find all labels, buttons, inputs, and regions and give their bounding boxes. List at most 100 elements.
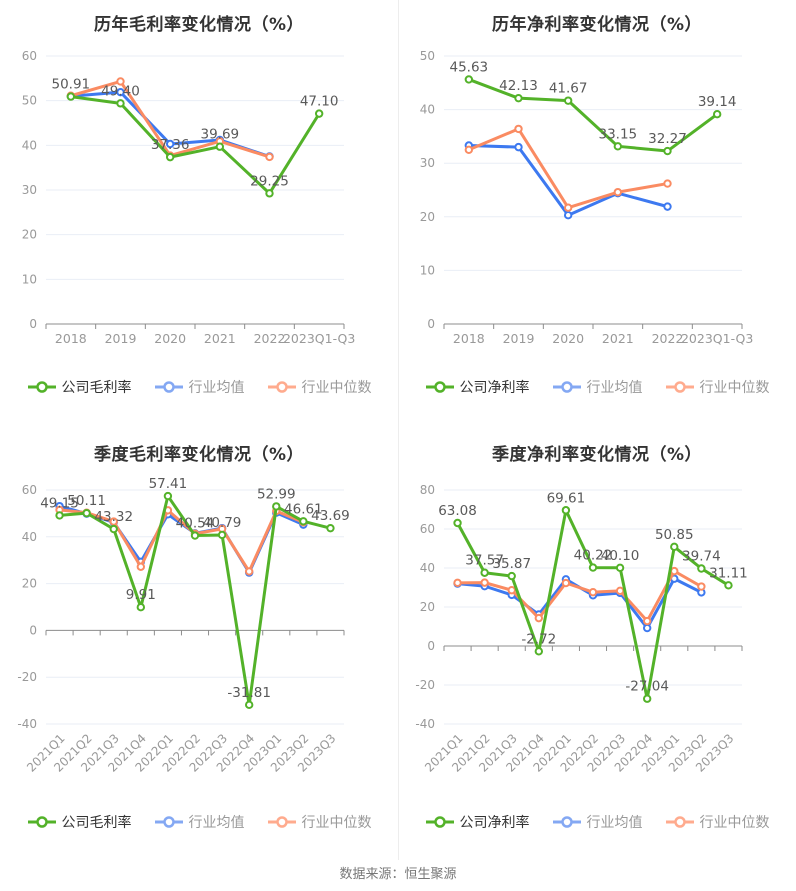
svg-text:40.79: 40.79 xyxy=(203,515,242,531)
svg-text:35.87: 35.87 xyxy=(492,556,531,572)
chart-title: 季度净利率变化情况（%） xyxy=(491,445,703,465)
svg-text:46.61: 46.61 xyxy=(284,501,323,517)
svg-text:60: 60 xyxy=(22,483,37,497)
svg-text:-20: -20 xyxy=(17,670,37,684)
svg-text:41.67: 41.67 xyxy=(549,81,588,97)
svg-text:60: 60 xyxy=(22,49,37,63)
legend-item-industry-median[interactable]: 行业中位数 xyxy=(665,812,770,832)
legend-line-marker-icon xyxy=(154,381,183,393)
svg-text:40.54: 40.54 xyxy=(176,516,215,532)
legend-label: 行业均值 xyxy=(586,380,643,396)
legend-label: 公司毛利率 xyxy=(61,380,132,396)
svg-text:0: 0 xyxy=(427,317,435,331)
svg-text:37.36: 37.36 xyxy=(151,137,190,153)
legend-item-industry-median[interactable]: 行业中位数 xyxy=(665,377,770,397)
svg-text:30: 30 xyxy=(420,156,435,170)
svg-text:50: 50 xyxy=(22,94,37,108)
legend-line-marker-icon xyxy=(27,381,56,393)
svg-text:40: 40 xyxy=(420,103,435,117)
svg-text:39.69: 39.69 xyxy=(201,127,240,143)
svg-text:40.22: 40.22 xyxy=(574,548,613,564)
legend-item-company[interactable]: 公司毛利率 xyxy=(27,377,132,397)
svg-text:2023Q1-Q3: 2023Q1-Q3 xyxy=(283,331,355,346)
legend-item-industry-median[interactable]: 行业中位数 xyxy=(267,377,372,397)
legend-line-marker-icon xyxy=(154,816,183,828)
legend-line-marker-icon xyxy=(267,816,296,828)
svg-text:80: 80 xyxy=(420,483,435,497)
legend-label: 行业均值 xyxy=(188,815,245,831)
chart-legend: 公司毛利率 行业均值 行业中位数 xyxy=(0,812,398,832)
svg-text:0: 0 xyxy=(427,639,435,653)
svg-text:45.63: 45.63 xyxy=(450,59,489,75)
legend-label: 行业均值 xyxy=(586,815,643,831)
legend-item-company[interactable]: 公司净利率 xyxy=(425,812,530,832)
svg-text:32.27: 32.27 xyxy=(648,131,687,147)
legend-label: 行业中位数 xyxy=(699,815,770,831)
svg-text:43.69: 43.69 xyxy=(311,508,350,524)
svg-text:49.15: 49.15 xyxy=(40,495,79,511)
svg-text:47.10: 47.10 xyxy=(300,94,339,110)
svg-text:2023Q1-Q3: 2023Q1-Q3 xyxy=(681,331,753,346)
legend-item-industry-mean[interactable]: 行业均值 xyxy=(552,377,643,397)
svg-text:2022: 2022 xyxy=(652,331,684,346)
svg-text:2020: 2020 xyxy=(154,331,186,346)
svg-text:50.91: 50.91 xyxy=(52,77,91,93)
svg-text:20: 20 xyxy=(420,210,435,224)
svg-text:-31.81: -31.81 xyxy=(227,685,271,701)
svg-text:2019: 2019 xyxy=(503,331,535,346)
legend-line-marker-icon xyxy=(552,816,581,828)
chart-panel-annual-net-margin: 历年净利率变化情况（%） 0 10 20 30 40 50 2018 2019 2020 2021… xyxy=(398,0,796,430)
svg-text:-2.72: -2.72 xyxy=(521,631,556,647)
legend-label: 行业均值 xyxy=(188,380,245,396)
svg-text:30: 30 xyxy=(22,183,37,197)
svg-text:60: 60 xyxy=(420,522,435,536)
svg-text:-40: -40 xyxy=(17,717,37,731)
chart-legend: 公司净利率 行业均值 行业中位数 xyxy=(398,377,796,397)
svg-text:2021: 2021 xyxy=(204,331,236,346)
svg-text:49.40: 49.40 xyxy=(101,83,140,99)
svg-text:50.11: 50.11 xyxy=(67,493,106,509)
svg-text:2021: 2021 xyxy=(602,331,634,346)
svg-text:-27.04: -27.04 xyxy=(625,679,669,695)
chart-panel-annual-gross-margin: 历年毛利率变化情况（%） 0 10 20 30 40 50 60 2018 2019 2020 20… xyxy=(0,0,398,430)
svg-text:40: 40 xyxy=(22,530,37,544)
svg-text:31.11: 31.11 xyxy=(709,565,748,581)
svg-text:29.25: 29.25 xyxy=(250,173,289,189)
svg-text:20: 20 xyxy=(22,577,37,591)
legend-item-industry-median[interactable]: 行业中位数 xyxy=(267,812,372,832)
svg-text:2020: 2020 xyxy=(552,331,584,346)
svg-text:50.85: 50.85 xyxy=(655,527,694,543)
annual-net-margin-line-chart: 0 10 20 30 40 50 2018 2019 2020 2021 20222023Q1-Q3… xyxy=(420,49,754,346)
svg-text:57.41: 57.41 xyxy=(149,476,188,492)
svg-text:-20: -20 xyxy=(415,678,435,692)
legend-label: 行业中位数 xyxy=(301,815,372,831)
legend-label: 行业中位数 xyxy=(699,380,770,396)
legend-line-marker-icon xyxy=(27,816,56,828)
legend-item-industry-mean[interactable]: 行业均值 xyxy=(154,377,245,397)
svg-text:20: 20 xyxy=(22,228,37,242)
svg-text:0: 0 xyxy=(29,623,37,637)
svg-text:-40: -40 xyxy=(415,717,435,731)
svg-text:2019: 2019 xyxy=(105,331,137,346)
chart-title: 历年毛利率变化情况（%） xyxy=(93,15,305,35)
svg-text:0: 0 xyxy=(29,317,37,331)
chart-title: 季度毛利率变化情况（%） xyxy=(93,445,305,465)
chart-panel-quarterly-gross-margin: 季度毛利率变化情况（%） -40 -20 0 20 40 60 2021Q1 2021Q2 20… xyxy=(0,430,398,860)
legend-item-company[interactable]: 公司毛利率 xyxy=(27,812,132,832)
legend-line-marker-icon xyxy=(665,381,694,393)
svg-text:2022: 2022 xyxy=(254,331,286,346)
legend-line-marker-icon xyxy=(552,381,581,393)
legend-item-industry-mean[interactable]: 行业均值 xyxy=(154,812,245,832)
svg-text:40: 40 xyxy=(22,138,37,152)
svg-text:40.10: 40.10 xyxy=(601,548,640,564)
svg-text:9.91: 9.91 xyxy=(126,587,156,603)
legend-item-industry-mean[interactable]: 行业均值 xyxy=(552,812,643,832)
legend-label: 行业中位数 xyxy=(301,380,372,396)
svg-text:20: 20 xyxy=(420,600,435,614)
chart-legend: 公司毛利率 行业均值 行业中位数 xyxy=(0,377,398,397)
chart-panel-quarterly-net-margin: 季度净利率变化情况（%） -40 -20 0 20 40 60 80 2021Q1 2021Q2… xyxy=(398,430,796,860)
panel-divider xyxy=(398,0,399,860)
legend-item-company[interactable]: 公司净利率 xyxy=(425,377,530,397)
svg-text:33.15: 33.15 xyxy=(599,126,638,142)
